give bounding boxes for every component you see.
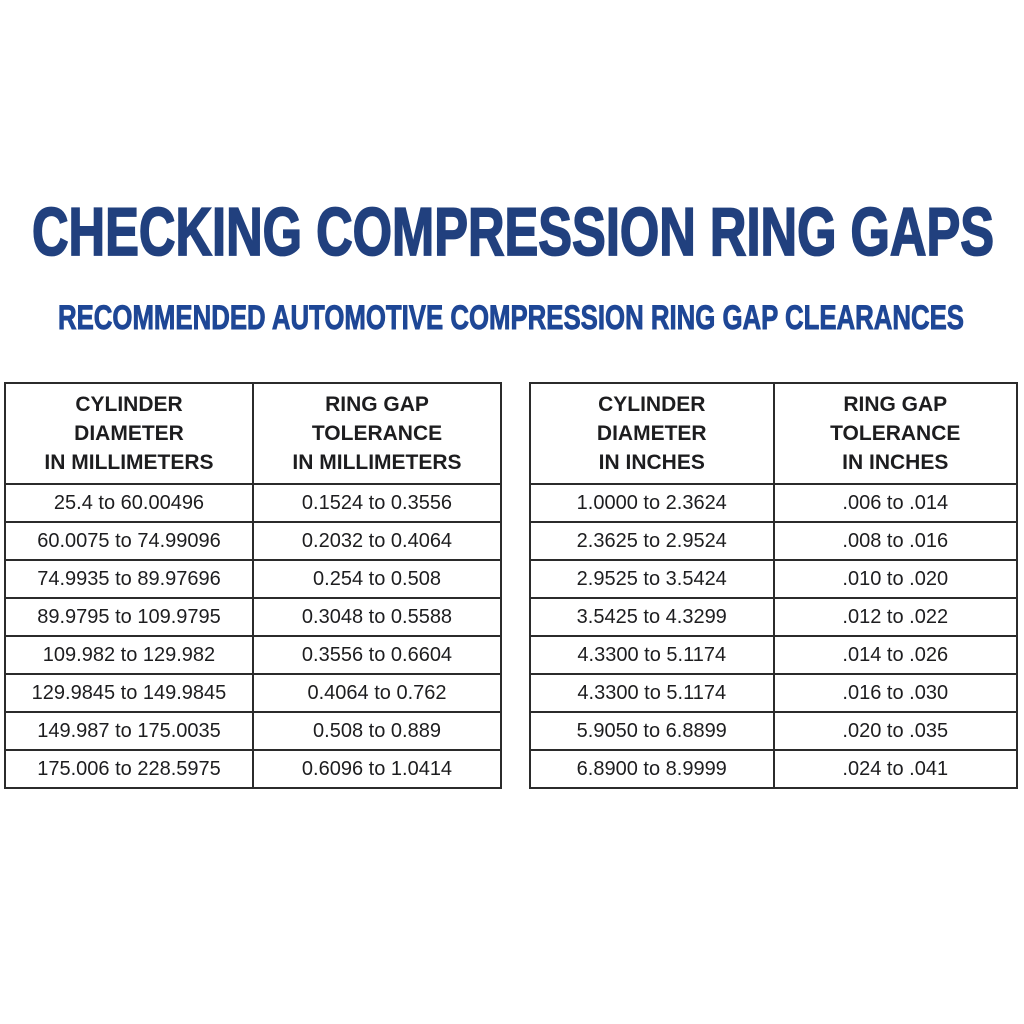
mm-diameter-cell: 149.987 to 175.0035 <box>4 711 254 751</box>
mm-tolerance-cell: 0.3048 to 0.5588 <box>252 597 502 637</box>
table-row: 6.8900 to 8.9999 .024 to .041 <box>529 749 1018 789</box>
mm-diameter-cell: 60.0075 to 74.99096 <box>4 521 254 561</box>
page-title-text: CHECKING COMPRESSION RING GAPS <box>32 197 994 267</box>
inch-diameter-cell: 4.3300 to 5.1174 <box>529 673 775 713</box>
inch-diameter-cell: 2.3625 to 2.9524 <box>529 521 775 561</box>
inch-tolerance-cell: .010 to .020 <box>772 559 1018 599</box>
table-row: 2.3625 to 2.9524 .008 to .016 <box>529 521 1018 561</box>
inch-diameter-cell: 1.0000 to 2.3624 <box>529 483 775 523</box>
inch-tolerance-cell: .024 to .041 <box>772 749 1018 789</box>
mm-tolerance-cell: 0.3556 to 0.6604 <box>252 635 502 675</box>
table-row: 129.9845 to 149.9845 0.4064 to 0.762 <box>4 673 502 713</box>
table-row: 5.9050 to 6.8899 .020 to .035 <box>529 711 1018 751</box>
table-header-row: CYLINDER DIAMETER IN INCHES RING GAP TOL… <box>529 382 1018 485</box>
mm-tolerance-cell: 0.1524 to 0.3556 <box>252 483 502 523</box>
inch-tolerance-cell: .014 to .026 <box>772 635 1018 675</box>
mm-tolerance-header: RING GAP TOLERANCE IN MILLIMETERS <box>252 382 502 485</box>
table-row: 149.987 to 175.0035 0.508 to 0.889 <box>4 711 502 751</box>
page-subtitle-text: RECOMMENDED AUTOMOTIVE COMPRESSION RING … <box>58 299 964 337</box>
mm-diameter-header: CYLINDER DIAMETER IN MILLIMETERS <box>4 382 254 485</box>
inch-tolerance-cell: .012 to .022 <box>772 597 1018 637</box>
inch-tolerance-cell: .006 to .014 <box>772 483 1018 523</box>
table-row: 3.5425 to 4.3299 .012 to .022 <box>529 597 1018 637</box>
table-row: 2.9525 to 3.5424 .010 to .020 <box>529 559 1018 599</box>
table-row: 89.9795 to 109.9795 0.3048 to 0.5588 <box>4 597 502 637</box>
table-header-row: CYLINDER DIAMETER IN MILLIMETERS RING GA… <box>4 382 502 485</box>
inch-diameter-cell: 5.9050 to 6.8899 <box>529 711 775 751</box>
inch-tolerance-header: RING GAP TOLERANCE IN INCHES <box>772 382 1018 485</box>
page-title: CHECKING COMPRESSION RING GAPS <box>0 193 1024 271</box>
mm-diameter-cell: 175.006 to 228.5975 <box>4 749 254 789</box>
mm-tolerance-cell: 0.4064 to 0.762 <box>252 673 502 713</box>
inch-ring-gap-table: CYLINDER DIAMETER IN INCHES RING GAP TOL… <box>529 382 1018 789</box>
page-subtitle: RECOMMENDED AUTOMOTIVE COMPRESSION RING … <box>0 294 1024 338</box>
inch-tolerance-cell: .020 to .035 <box>772 711 1018 751</box>
title-svg: CHECKING COMPRESSION RING GAPS <box>31 193 995 271</box>
inch-tolerance-cell: .016 to .030 <box>772 673 1018 713</box>
inch-diameter-cell: 2.9525 to 3.5424 <box>529 559 775 599</box>
mm-diameter-cell: 25.4 to 60.00496 <box>4 483 254 523</box>
table-row: 109.982 to 129.982 0.3556 to 0.6604 <box>4 635 502 675</box>
subtitle-svg: RECOMMENDED AUTOMOTIVE COMPRESSION RING … <box>58 299 965 338</box>
mm-tolerance-cell: 0.6096 to 1.0414 <box>252 749 502 789</box>
mm-diameter-cell: 109.982 to 129.982 <box>4 635 254 675</box>
mm-diameter-cell: 74.9935 to 89.97696 <box>4 559 254 599</box>
inch-diameter-cell: 6.8900 to 8.9999 <box>529 749 775 789</box>
mm-tolerance-cell: 0.508 to 0.889 <box>252 711 502 751</box>
table-row: 175.006 to 228.5975 0.6096 to 1.0414 <box>4 749 502 789</box>
inch-diameter-cell: 4.3300 to 5.1174 <box>529 635 775 675</box>
mm-ring-gap-table: CYLINDER DIAMETER IN MILLIMETERS RING GA… <box>4 382 502 789</box>
table-row: 74.9935 to 89.97696 0.254 to 0.508 <box>4 559 502 599</box>
mm-diameter-cell: 129.9845 to 149.9845 <box>4 673 254 713</box>
table-row: 25.4 to 60.00496 0.1524 to 0.3556 <box>4 483 502 523</box>
table-row: 4.3300 to 5.1174 .014 to .026 <box>529 635 1018 675</box>
mm-tolerance-cell: 0.2032 to 0.4064 <box>252 521 502 561</box>
mm-diameter-cell: 89.9795 to 109.9795 <box>4 597 254 637</box>
table-row: 4.3300 to 5.1174 .016 to .030 <box>529 673 1018 713</box>
inch-tolerance-cell: .008 to .016 <box>772 521 1018 561</box>
inch-diameter-header: CYLINDER DIAMETER IN INCHES <box>529 382 775 485</box>
mm-tolerance-cell: 0.254 to 0.508 <box>252 559 502 599</box>
table-row: 60.0075 to 74.99096 0.2032 to 0.4064 <box>4 521 502 561</box>
table-row: 1.0000 to 2.3624 .006 to .014 <box>529 483 1018 523</box>
inch-diameter-cell: 3.5425 to 4.3299 <box>529 597 775 637</box>
